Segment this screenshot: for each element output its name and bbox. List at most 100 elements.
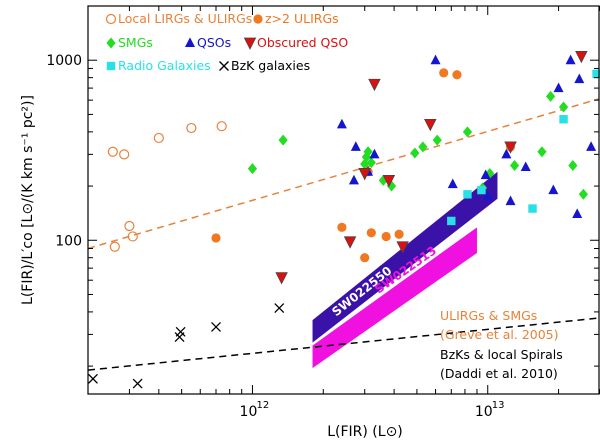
z2-point	[439, 68, 449, 78]
legend-bzk-label: BzK galaxies	[231, 58, 310, 73]
legend-radio-label: Radio Galaxies	[118, 58, 211, 73]
legend-smg-label: SMGs	[118, 35, 153, 50]
smg-point	[378, 174, 388, 186]
bzk-point-b	[175, 326, 186, 337]
qso-point	[369, 148, 380, 159]
qso-point	[548, 184, 559, 195]
smg-point	[386, 180, 397, 192]
x-tick-label-exponent: 12	[256, 400, 269, 411]
radio-point	[447, 216, 456, 226]
bzk-point-b	[88, 373, 98, 384]
smg-point	[537, 146, 547, 158]
daddi-label-line1: BzKs & local Spirals	[440, 347, 563, 362]
qso-point	[336, 118, 347, 129]
greve-label-line2: (Greve et al. 2005)	[440, 327, 559, 342]
x-tick-label: 10	[240, 404, 258, 420]
local-point	[109, 241, 120, 252]
qso-point	[574, 73, 585, 84]
smg-point	[462, 126, 473, 138]
z2-point	[211, 233, 221, 243]
local-point	[216, 121, 227, 132]
smg-point	[278, 134, 288, 146]
z2-point	[394, 229, 404, 239]
smg-point	[410, 147, 420, 159]
smg-point	[363, 146, 373, 158]
obscured-point-shape	[358, 168, 371, 181]
radio-point	[477, 185, 486, 195]
obscured-point	[275, 272, 288, 285]
obscured-point-shape	[575, 50, 588, 64]
local-point	[127, 231, 138, 242]
obscured-point-shape	[275, 272, 288, 285]
qso-point	[553, 82, 564, 93]
smg-point	[568, 160, 578, 172]
points-layer	[88, 50, 600, 389]
y-axis-label: L(FIR)/L′co [L⊙/(K km s⁻¹ pc²)]	[20, 95, 36, 305]
y-tick-label: 1000	[46, 53, 82, 69]
legend-local-marker	[105, 13, 117, 25]
bzk-point-b	[132, 378, 143, 389]
smg-point	[366, 157, 376, 169]
radio-point	[463, 190, 472, 199]
local-point	[186, 122, 197, 134]
y-tick-label: 100	[55, 233, 82, 249]
qso-point	[447, 178, 458, 189]
smg-point	[247, 163, 258, 175]
local-point	[124, 220, 135, 232]
daddi-label-line2: (Daddi et al. 2010)	[440, 366, 558, 381]
qso-point	[520, 161, 531, 172]
x-tick-label-exponent: 13	[492, 400, 505, 411]
radio-point	[528, 204, 537, 213]
qso-point	[586, 141, 597, 151]
legend-z2-label: z>2 ULIRGs	[265, 11, 339, 26]
qso-point	[348, 174, 359, 185]
bands-layer	[312, 171, 498, 369]
obscured-point	[358, 168, 371, 181]
legend-obscured-label: Obscured QSO	[257, 35, 348, 50]
obscured-point	[368, 78, 381, 92]
bzk-point-b	[274, 303, 285, 314]
local-point	[107, 146, 118, 157]
plot-frame	[87, 5, 600, 395]
legend: Local LIRGs & ULIRGs z>2 ULIRGs SMGs QSO…	[105, 11, 348, 73]
legend-z2-marker	[253, 14, 263, 24]
qso-point	[505, 195, 516, 206]
legend-qso-label: QSOs	[197, 35, 231, 50]
obscured-point-shape	[396, 241, 409, 254]
qso-point	[430, 54, 441, 65]
qso-point	[501, 148, 512, 159]
bzk-point	[88, 373, 98, 384]
obscured-point	[504, 141, 517, 154]
smg-point	[418, 141, 428, 153]
x-tick-label: 10	[475, 404, 493, 420]
daddi-relation-line	[87, 317, 600, 371]
qso-point	[565, 54, 576, 65]
local-point	[119, 149, 130, 160]
obscured-point	[424, 118, 437, 132]
z2-point	[360, 253, 370, 263]
obscured-point	[575, 50, 588, 64]
smg-point	[485, 167, 495, 179]
radio-point	[559, 115, 568, 124]
obscured-point	[343, 236, 357, 249]
band-sw022513	[312, 227, 477, 369]
obscured-point	[396, 241, 409, 254]
obscured-point-shape	[504, 141, 517, 154]
smg-point	[558, 101, 569, 113]
z2-point	[381, 231, 391, 242]
obscured-point-shape	[343, 236, 357, 249]
smg-point	[509, 160, 520, 172]
legend-bzk-marker	[219, 61, 229, 71]
local-point	[153, 132, 164, 144]
legend-qso-marker	[185, 37, 195, 47]
band-sw022550	[312, 171, 498, 343]
z2-point	[452, 70, 462, 80]
qso-point	[482, 190, 493, 201]
smg-point	[546, 90, 556, 102]
smg-point	[578, 188, 588, 200]
x-axis-label: L(FIR) (L⊙)	[327, 424, 403, 440]
bzk-point	[132, 378, 143, 389]
smg-point	[361, 151, 372, 163]
